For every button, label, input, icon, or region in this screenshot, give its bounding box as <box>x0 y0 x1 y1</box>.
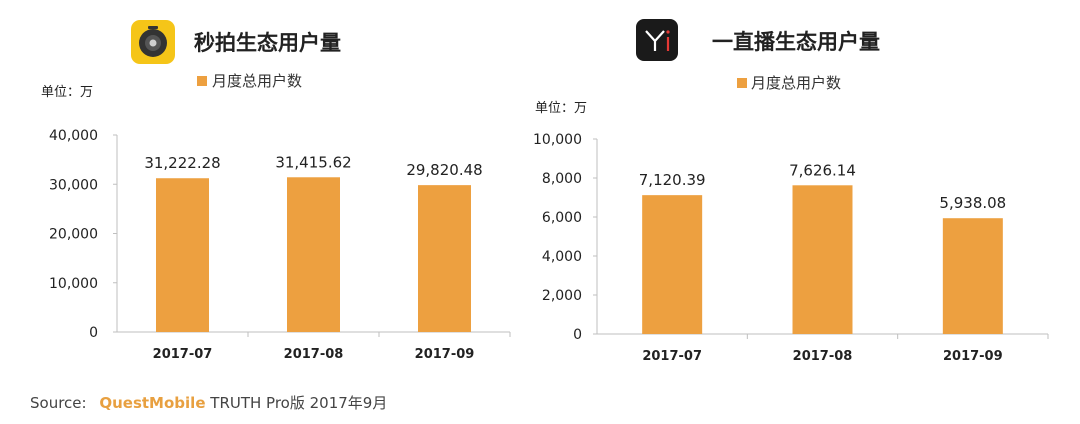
bar <box>287 177 340 332</box>
y-tick-label: 0 <box>89 325 98 341</box>
y-tick-label: 8,000 <box>542 171 582 187</box>
category-label: 2017-08 <box>793 349 853 364</box>
y-tick-label: 2,000 <box>542 288 582 304</box>
data-label: 7,626.14 <box>789 161 856 179</box>
legend-label: 月度总用户数 <box>751 74 841 92</box>
legend: 月度总用户数 <box>737 74 841 92</box>
data-label: 31,222.28 <box>144 154 220 172</box>
legend-swatch <box>197 76 207 86</box>
bar <box>792 185 853 334</box>
legend-swatch <box>737 78 747 88</box>
source-brand: QuestMobile <box>99 394 206 412</box>
unit-label: 单位：万 <box>41 85 93 100</box>
bar <box>642 195 703 334</box>
data-label: 29,820.48 <box>406 161 482 179</box>
yi-logo-icon <box>636 19 678 61</box>
data-label: 5,938.08 <box>939 194 1006 212</box>
y-tick-label: 20,000 <box>49 227 98 243</box>
data-label: 7,120.39 <box>639 171 706 189</box>
data-label: 31,415.62 <box>275 153 351 171</box>
legend-label: 月度总用户数 <box>212 72 302 90</box>
category-label: 2017-09 <box>943 349 1003 364</box>
camera-lens-icon <box>131 20 175 64</box>
y-tick-label: 10,000 <box>49 276 98 292</box>
unit-label: 单位：万 <box>535 101 587 116</box>
y-tick-label: 4,000 <box>542 249 582 265</box>
bar <box>156 178 209 332</box>
category-label: 2017-07 <box>642 349 702 364</box>
chart-title: 一直播生态用户量 <box>712 30 880 54</box>
y-tick-label: 6,000 <box>542 210 582 226</box>
category-label: 2017-08 <box>284 347 344 362</box>
bar <box>418 185 471 332</box>
source-line: Source: QuestMobile TRUTH Pro版 2017年9月 <box>30 392 387 413</box>
y-tick-label: 10,000 <box>533 132 582 148</box>
y-tick-label: 40,000 <box>49 128 98 144</box>
source-label: Source: <box>30 394 87 412</box>
y-tick-label: 30,000 <box>49 177 98 193</box>
chart-title: 秒拍生态用户量 <box>194 31 341 55</box>
category-label: 2017-07 <box>153 347 213 362</box>
source-rest: TRUTH Pro版 2017年9月 <box>210 394 388 412</box>
category-label: 2017-09 <box>415 347 475 362</box>
y-tick-label: 0 <box>573 327 582 343</box>
legend: 月度总用户数 <box>197 72 302 90</box>
bar <box>942 218 1003 334</box>
